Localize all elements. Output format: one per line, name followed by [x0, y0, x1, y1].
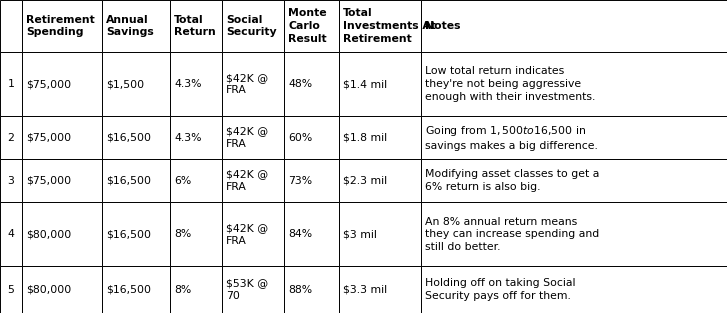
- Bar: [102, 52, 170, 116]
- Bar: [421, 116, 727, 159]
- Text: Holding off on taking Social
Security pays off for them.: Holding off on taking Social Security pa…: [425, 278, 576, 301]
- Bar: [22, 159, 102, 202]
- Text: 4.3%: 4.3%: [174, 133, 202, 143]
- Text: Retirement
Spending: Retirement Spending: [26, 14, 95, 37]
- Bar: [421, 52, 727, 116]
- Bar: [421, 266, 727, 313]
- Bar: [339, 0, 421, 52]
- Text: $42K @
FRA: $42K @ FRA: [226, 126, 268, 149]
- Text: $2.3 mil: $2.3 mil: [343, 176, 387, 186]
- Text: 1: 1: [7, 79, 15, 89]
- Text: Notes: Notes: [425, 21, 461, 31]
- Bar: [102, 159, 170, 202]
- Text: $42K @
FRA: $42K @ FRA: [226, 169, 268, 192]
- Text: $42K @
FRA: $42K @ FRA: [226, 223, 268, 246]
- Bar: [102, 202, 170, 266]
- Text: $75,000: $75,000: [26, 133, 71, 143]
- Text: $75,000: $75,000: [26, 79, 71, 89]
- Bar: [0, 202, 22, 266]
- Text: Low total return indicates
they're not being aggressive
enough with their invest: Low total return indicates they're not b…: [425, 66, 595, 102]
- Bar: [0, 0, 22, 52]
- Bar: [170, 266, 222, 313]
- Text: 48%: 48%: [289, 79, 313, 89]
- Bar: [284, 266, 339, 313]
- Text: $1.4 mil: $1.4 mil: [343, 79, 387, 89]
- Bar: [102, 116, 170, 159]
- Bar: [339, 159, 421, 202]
- Text: Total
Return: Total Return: [174, 14, 216, 37]
- Bar: [170, 202, 222, 266]
- Bar: [222, 202, 284, 266]
- Bar: [0, 266, 22, 313]
- Bar: [421, 0, 727, 52]
- Bar: [170, 116, 222, 159]
- Text: An 8% annual return means
they can increase spending and
still do better.: An 8% annual return means they can incre…: [425, 217, 600, 252]
- Text: Modifying asset classes to get a
6% return is also big.: Modifying asset classes to get a 6% retu…: [425, 169, 600, 192]
- Text: 88%: 88%: [289, 285, 313, 295]
- Text: 4.3%: 4.3%: [174, 79, 202, 89]
- Text: $80,000: $80,000: [26, 229, 72, 239]
- Bar: [222, 116, 284, 159]
- Text: 84%: 84%: [289, 229, 313, 239]
- Text: Monte
Carlo
Result: Monte Carlo Result: [289, 8, 327, 44]
- Text: $16,500: $16,500: [106, 285, 151, 295]
- Text: Annual
Savings: Annual Savings: [106, 14, 154, 37]
- Text: $16,500: $16,500: [106, 133, 151, 143]
- Text: 8%: 8%: [174, 229, 192, 239]
- Bar: [22, 202, 102, 266]
- Text: 5: 5: [7, 285, 15, 295]
- Text: $53K @
70: $53K @ 70: [226, 278, 268, 301]
- Text: 73%: 73%: [289, 176, 313, 186]
- Bar: [102, 0, 170, 52]
- Bar: [339, 116, 421, 159]
- Bar: [284, 202, 339, 266]
- Text: 60%: 60%: [289, 133, 313, 143]
- Bar: [22, 52, 102, 116]
- Bar: [421, 202, 727, 266]
- Bar: [284, 52, 339, 116]
- Bar: [0, 116, 22, 159]
- Bar: [0, 52, 22, 116]
- Bar: [222, 0, 284, 52]
- Text: Going from $1,500 to $16,500 in
savings makes a big difference.: Going from $1,500 to $16,500 in savings …: [425, 124, 598, 151]
- Text: Total
Investments At
Retirement: Total Investments At Retirement: [343, 8, 436, 44]
- Bar: [170, 159, 222, 202]
- Bar: [284, 0, 339, 52]
- Bar: [339, 52, 421, 116]
- Bar: [0, 159, 22, 202]
- Text: $3 mil: $3 mil: [343, 229, 377, 239]
- Text: 2: 2: [7, 133, 15, 143]
- Bar: [222, 159, 284, 202]
- Bar: [339, 266, 421, 313]
- Bar: [22, 266, 102, 313]
- Text: $75,000: $75,000: [26, 176, 71, 186]
- Text: 4: 4: [7, 229, 15, 239]
- Bar: [22, 0, 102, 52]
- Bar: [222, 266, 284, 313]
- Text: $42K @
FRA: $42K @ FRA: [226, 73, 268, 95]
- Text: 3: 3: [7, 176, 15, 186]
- Text: $3.3 mil: $3.3 mil: [343, 285, 387, 295]
- Bar: [421, 159, 727, 202]
- Text: $1.8 mil: $1.8 mil: [343, 133, 387, 143]
- Text: $16,500: $16,500: [106, 229, 151, 239]
- Text: $1,500: $1,500: [106, 79, 145, 89]
- Bar: [22, 116, 102, 159]
- Bar: [170, 0, 222, 52]
- Bar: [222, 52, 284, 116]
- Bar: [102, 266, 170, 313]
- Text: $80,000: $80,000: [26, 285, 72, 295]
- Text: Social
Security: Social Security: [226, 14, 277, 37]
- Bar: [170, 52, 222, 116]
- Bar: [284, 116, 339, 159]
- Text: 8%: 8%: [174, 285, 192, 295]
- Bar: [284, 159, 339, 202]
- Bar: [339, 202, 421, 266]
- Text: 6%: 6%: [174, 176, 192, 186]
- Text: $16,500: $16,500: [106, 176, 151, 186]
